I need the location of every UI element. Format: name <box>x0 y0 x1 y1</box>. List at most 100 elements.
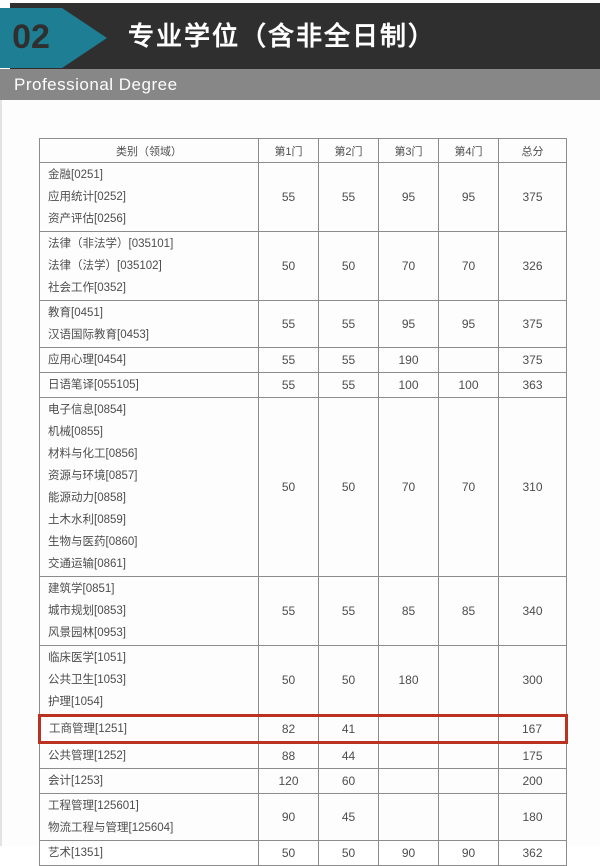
score-cell: 310 <box>498 397 567 577</box>
category-label: 应用心理[0454] <box>48 354 126 366</box>
score-cell: 55 <box>258 576 319 646</box>
score-cell: 95 <box>438 162 499 232</box>
table-row: 电子信息[0854] 机械[0855] 材料与化工[0856] 资源与环境[0857]… <box>39 397 567 577</box>
score-cell: 70 <box>378 231 439 301</box>
category-label: 艺术[1351] <box>48 847 103 859</box>
category-cell: 日语笔译[055105] <box>39 372 259 398</box>
score-cell: 95 <box>378 300 439 348</box>
category-label: 应用统计[0252] <box>48 191 126 203</box>
table-row: 教育[0451] 汉语国际教育[0453] 55 55 95 95 375 <box>39 300 567 348</box>
score-cell: 55 <box>258 347 319 373</box>
category-label: 临床医学[1051] <box>48 652 126 664</box>
table-row: 工程管理[125601] 物流工程与管理[125604] 90 45 180 <box>39 793 567 841</box>
table-row-highlighted: 工商管理[1251] 82 41 167 <box>38 714 568 744</box>
category-label: 材料与化工[0856] <box>48 448 138 460</box>
score-cell: 375 <box>498 300 567 348</box>
category-label: 金融[0251] <box>48 169 103 181</box>
content-area: 类别（领域） 第1门 第2门 第3门 第4门 总分 金融[0251] 应用统计[0252] 资… <box>0 100 600 866</box>
score-cell: 190 <box>378 347 439 373</box>
score-cell: 50 <box>258 397 319 577</box>
score-table: 类别（领域） 第1门 第2门 第3门 第4门 总分 金融[0251] 应用统计[0252] 资… <box>38 138 568 866</box>
table-row: 艺术[1351] 50 50 90 90 362 <box>39 840 567 866</box>
category-label: 交通运输[0861] <box>48 558 126 570</box>
column-header: 第4门 <box>438 138 499 163</box>
category-label: 机械[0855] <box>48 426 103 438</box>
category-cell: 工商管理[1251] <box>38 714 259 744</box>
score-cell <box>378 714 439 744</box>
category-label: 物流工程与管理[125604] <box>48 822 174 834</box>
score-cell: 375 <box>498 162 567 232</box>
category-label: 汉语国际教育[0453] <box>48 329 149 341</box>
score-cell <box>438 645 499 716</box>
section-title: 专业学位（含非全日制） <box>128 21 437 51</box>
score-cell: 55 <box>258 300 319 348</box>
category-label: 会计[1253] <box>48 775 103 787</box>
column-header: 第2门 <box>318 138 379 163</box>
score-cell: 50 <box>258 840 319 866</box>
column-header: 第3门 <box>378 138 439 163</box>
score-cell <box>438 347 499 373</box>
category-label: 工商管理[1251] <box>49 723 127 735</box>
score-cell <box>438 793 499 841</box>
score-cell: 326 <box>498 231 567 301</box>
category-label: 法律（非法学）[035101] <box>48 238 174 250</box>
score-cell: 45 <box>318 793 379 841</box>
table-row: 临床医学[1051] 公共卫生[1053] 护理[1054] 50 50 180 300 <box>39 645 567 716</box>
category-label: 资产评估[0256] <box>48 213 126 225</box>
category-cell: 电子信息[0854] 机械[0855] 材料与化工[0856] 资源与环境[0857]… <box>39 397 259 577</box>
category-label: 社会工作[0352] <box>48 282 126 294</box>
score-cell: 50 <box>318 840 379 866</box>
column-header-category: 类别（领域） <box>39 138 259 163</box>
score-cell: 70 <box>438 231 499 301</box>
category-cell: 工程管理[125601] 物流工程与管理[125604] <box>39 793 259 841</box>
score-cell: 55 <box>318 372 379 398</box>
score-cell: 300 <box>498 645 567 716</box>
score-cell <box>378 793 439 841</box>
table-row: 法律（非法学）[035101] 法律（法学）[035102] 社会工作[0352] 5… <box>39 231 567 301</box>
score-cell: 175 <box>498 742 567 769</box>
score-cell <box>378 768 439 794</box>
score-cell: 100 <box>378 372 439 398</box>
category-label: 工程管理[125601] <box>48 800 139 812</box>
score-cell: 41 <box>318 714 379 744</box>
column-header: 总分 <box>498 138 567 163</box>
score-cell <box>438 742 499 769</box>
score-cell: 60 <box>318 768 379 794</box>
table-header-row: 类别（领域） 第1门 第2门 第3门 第4门 总分 <box>39 138 567 163</box>
category-cell: 应用心理[0454] <box>39 347 259 373</box>
page: 专业学位（含非全日制） 02 Professional Degree 类别（领域… <box>0 3 600 866</box>
score-cell: 55 <box>318 576 379 646</box>
table-body: 金融[0251] 应用统计[0252] 资产评估[0256] 55 55 95 95 375 法… <box>38 162 568 866</box>
score-cell: 50 <box>318 231 379 301</box>
score-cell: 90 <box>438 840 499 866</box>
category-label: 城市规划[0853] <box>48 605 126 617</box>
score-cell: 85 <box>438 576 499 646</box>
score-cell: 44 <box>318 742 379 769</box>
category-label: 护理[1054] <box>48 696 103 708</box>
score-cell: 85 <box>378 576 439 646</box>
category-label: 土木水利[0859] <box>48 514 126 526</box>
category-label: 日语笔译[055105] <box>48 379 139 391</box>
score-cell: 70 <box>438 397 499 577</box>
category-cell: 临床医学[1051] 公共卫生[1053] 护理[1054] <box>39 645 259 716</box>
column-header: 第1门 <box>258 138 319 163</box>
category-label: 法律（法学）[035102] <box>48 260 162 272</box>
score-cell <box>438 714 499 744</box>
score-cell: 55 <box>318 162 379 232</box>
banner-bar: 专业学位（含非全日制） <box>10 3 600 69</box>
score-cell: 340 <box>498 576 567 646</box>
score-cell: 120 <box>258 768 319 794</box>
category-cell: 金融[0251] 应用统计[0252] 资产评估[0256] <box>39 162 259 232</box>
score-cell: 55 <box>318 347 379 373</box>
table-row: 建筑学[0851] 城市规划[0853] 风景园林[0953] 55 55 85 85 340 <box>39 576 567 646</box>
score-cell: 167 <box>498 714 568 744</box>
category-cell: 会计[1253] <box>39 768 259 794</box>
score-cell: 362 <box>498 840 567 866</box>
category-label: 生物与医药[0860] <box>48 536 138 548</box>
category-label: 公共卫生[1053] <box>48 674 126 686</box>
score-cell: 50 <box>318 397 379 577</box>
score-cell: 363 <box>498 372 567 398</box>
score-cell: 50 <box>258 231 319 301</box>
category-label: 风景园林[0953] <box>48 627 126 639</box>
score-cell: 50 <box>258 645 319 716</box>
